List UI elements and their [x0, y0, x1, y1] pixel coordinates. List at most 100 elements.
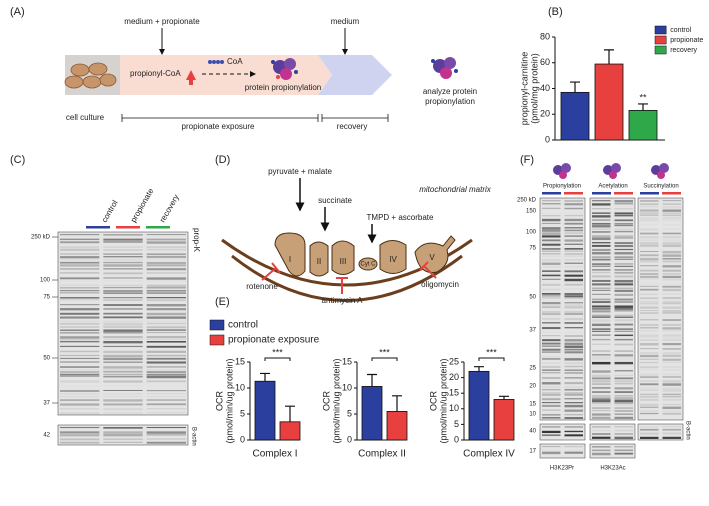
blot-band [146, 272, 186, 274]
marker: 75 [529, 246, 536, 252]
blot-band [614, 235, 633, 238]
marker: 10 [529, 412, 536, 418]
blot-band [592, 279, 611, 282]
blot-band [614, 323, 633, 326]
y-axis-label: OCR [321, 391, 331, 412]
x-axis-label: Complex I [252, 449, 297, 460]
protein-blob [611, 163, 621, 173]
blot-band [592, 242, 611, 244]
blot-band [614, 416, 633, 419]
blot-band [542, 358, 561, 360]
blot-band [60, 434, 100, 437]
blot-band [60, 292, 100, 294]
blot-band [592, 387, 611, 389]
blot-band [146, 256, 186, 258]
cofactor: CoA [227, 57, 243, 66]
blot-band [564, 446, 583, 448]
blot-band [60, 304, 100, 306]
blot-band [592, 334, 611, 336]
blot-band [662, 393, 681, 395]
legend-swatch [209, 334, 225, 346]
y-tick-label: 0 [347, 434, 352, 444]
blot-band [614, 374, 633, 376]
blot-band [103, 292, 143, 294]
blot-band [542, 372, 561, 374]
timeline-label: recovery [337, 122, 368, 131]
blot-band [564, 297, 583, 299]
blot-band [60, 277, 100, 280]
blot-band [614, 446, 633, 448]
blot-band [614, 244, 633, 248]
blot-band [103, 261, 143, 264]
blot-band [103, 234, 143, 236]
blot-band [542, 434, 561, 437]
blot-band [542, 274, 561, 277]
blot-band [640, 209, 659, 212]
blot-band [542, 203, 561, 205]
blot-band [614, 228, 633, 231]
blot-band [662, 260, 681, 263]
blot-band [60, 361, 100, 363]
blot-band [592, 200, 611, 202]
blot-band [146, 427, 186, 429]
blot-band [662, 327, 681, 330]
blot-band [542, 351, 561, 353]
blot-band [640, 228, 659, 231]
blot-band [614, 307, 633, 310]
blot-band [614, 383, 633, 385]
blot-band [146, 336, 186, 338]
blot-band [663, 373, 682, 375]
blot-band [614, 252, 633, 255]
blot-band [542, 398, 561, 401]
blot-band [564, 255, 583, 258]
blot-band [640, 306, 659, 309]
blot-band [662, 269, 681, 272]
legend-swatch [654, 35, 667, 45]
blot-band [662, 410, 681, 413]
timeline-label: propionate exposure [182, 122, 255, 131]
bar [493, 399, 515, 441]
blot-band [614, 248, 633, 251]
bar [594, 63, 624, 141]
blot-band [640, 373, 659, 376]
blot-band [542, 322, 561, 324]
blot-band [103, 350, 143, 354]
blot-band [640, 278, 659, 280]
blot-band [564, 398, 583, 400]
complex-label: Cyt C [361, 262, 377, 268]
blot-band [663, 337, 682, 338]
blot-band [662, 235, 681, 239]
blot-band [592, 338, 611, 341]
blot-band [640, 428, 659, 431]
blot-band [640, 383, 659, 386]
blot-band [640, 250, 659, 253]
blot-band [662, 406, 681, 409]
complex-label: V [429, 253, 435, 262]
blot-band [640, 389, 659, 391]
blot-band [542, 377, 561, 379]
blot-band [614, 380, 633, 383]
blot-band [662, 395, 681, 398]
blot-band [60, 299, 100, 301]
blot-band [60, 287, 100, 289]
blot-band [565, 213, 584, 215]
blot-band [640, 412, 659, 415]
blot-band [614, 237, 633, 239]
blot-band [662, 250, 681, 254]
blot-band [614, 298, 633, 301]
blot-band [662, 293, 681, 295]
blot-band [564, 250, 583, 252]
blot-band [542, 365, 561, 368]
blot-band [542, 253, 561, 255]
blot-band [542, 301, 561, 305]
blot-band [592, 330, 611, 332]
blot-band [146, 253, 186, 256]
blot-band [103, 338, 143, 341]
blot-band [103, 366, 143, 369]
blot-band [146, 345, 186, 348]
blot-band [663, 283, 682, 285]
blot-band [103, 331, 143, 334]
blot-band [662, 209, 681, 212]
blot-band [564, 348, 583, 351]
